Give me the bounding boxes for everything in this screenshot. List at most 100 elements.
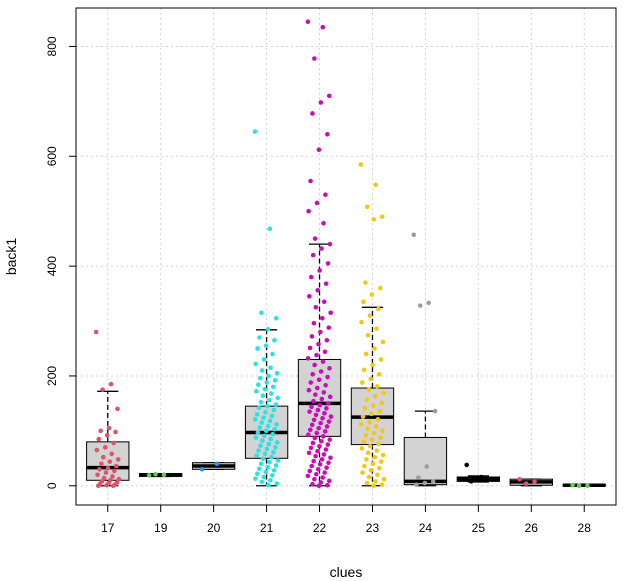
data-point-21 bbox=[267, 459, 272, 465]
data-point-22 bbox=[318, 420, 323, 426]
data-point-23 bbox=[362, 406, 368, 411]
data-point-22 bbox=[307, 427, 313, 433]
data-point-23 bbox=[367, 313, 373, 318]
data-point-17 bbox=[96, 436, 102, 442]
data-point-22 bbox=[322, 410, 327, 416]
data-point-23 bbox=[364, 397, 370, 402]
data-point-21 bbox=[259, 479, 265, 485]
data-point-22 bbox=[321, 452, 327, 457]
data-point-23 bbox=[365, 450, 371, 456]
data-point-21 bbox=[266, 441, 272, 447]
data-point-22 bbox=[325, 401, 331, 406]
data-point-17 bbox=[111, 440, 116, 446]
data-point-22 bbox=[323, 447, 329, 452]
data-point-23 bbox=[380, 452, 386, 458]
data-point-22 bbox=[307, 468, 313, 474]
data-point-23 bbox=[371, 430, 377, 436]
data-point-23 bbox=[365, 204, 370, 210]
data-point-23 bbox=[378, 435, 383, 440]
data-point-20 bbox=[214, 461, 220, 467]
data-point-22 bbox=[311, 398, 316, 404]
data-point-21 bbox=[271, 449, 276, 455]
data-point-23 bbox=[380, 428, 385, 434]
data-point-23 bbox=[366, 387, 372, 392]
data-point-24 bbox=[430, 479, 436, 484]
data-point-23 bbox=[376, 306, 381, 312]
data-point-22 bbox=[327, 241, 333, 247]
data-point-17 bbox=[99, 461, 104, 467]
data-point-19 bbox=[153, 471, 158, 477]
data-point-22 bbox=[314, 352, 319, 358]
data-point-22 bbox=[326, 460, 331, 466]
data-point-23 bbox=[372, 346, 377, 351]
data-point-26 bbox=[517, 476, 522, 482]
data-point-23 bbox=[373, 424, 379, 429]
data-point-22 bbox=[308, 380, 314, 385]
data-point-21 bbox=[258, 400, 264, 405]
data-point-21 bbox=[275, 395, 281, 401]
x-tick-label: 19 bbox=[154, 521, 168, 535]
data-point-24 bbox=[424, 464, 430, 469]
data-point-23 bbox=[366, 474, 372, 480]
data-point-22 bbox=[328, 310, 333, 316]
data-point-23 bbox=[363, 280, 368, 285]
data-point-23 bbox=[377, 285, 383, 291]
data-point-21 bbox=[262, 386, 268, 392]
x-tick-label: 20 bbox=[207, 521, 221, 535]
data-point-22 bbox=[314, 430, 320, 436]
data-point-21 bbox=[267, 418, 273, 424]
data-point-22 bbox=[314, 200, 320, 206]
y-tick-label: 800 bbox=[45, 36, 59, 56]
data-point-23 bbox=[373, 182, 379, 188]
data-point-17 bbox=[100, 387, 105, 392]
data-point-21 bbox=[259, 420, 264, 425]
data-point-25 bbox=[464, 462, 470, 468]
data-point-21 bbox=[271, 468, 277, 473]
data-point-22 bbox=[325, 482, 330, 488]
data-point-22 bbox=[306, 432, 311, 438]
data-point-23 bbox=[369, 437, 375, 442]
data-point-21 bbox=[259, 368, 265, 373]
data-point-23 bbox=[371, 483, 376, 489]
data-point-21 bbox=[270, 384, 276, 390]
data-point-23 bbox=[360, 470, 365, 475]
data-point-21 bbox=[274, 315, 279, 321]
data-point-19 bbox=[161, 472, 167, 478]
data-point-21 bbox=[273, 445, 278, 450]
data-point-21 bbox=[259, 310, 264, 316]
data-point-17 bbox=[113, 429, 118, 435]
data-point-21 bbox=[265, 326, 271, 332]
data-point-22 bbox=[316, 483, 322, 489]
data-point-22 bbox=[319, 396, 325, 402]
data-point-23 bbox=[365, 426, 370, 431]
data-point-21 bbox=[272, 426, 277, 432]
data-point-22 bbox=[319, 315, 325, 321]
data-point-22 bbox=[321, 299, 327, 305]
data-point-21 bbox=[252, 129, 258, 134]
data-point-21 bbox=[270, 351, 275, 357]
data-point-21 bbox=[274, 440, 280, 445]
data-point-22 bbox=[319, 438, 324, 444]
data-point-22 bbox=[319, 457, 325, 462]
data-point-21 bbox=[269, 454, 274, 460]
data-point-22 bbox=[322, 429, 328, 434]
data-point-23 bbox=[371, 403, 376, 408]
data-point-22 bbox=[313, 304, 319, 310]
data-point-22 bbox=[308, 274, 314, 280]
data-point-22 bbox=[325, 374, 330, 380]
y-tick-label: 0 bbox=[45, 482, 59, 489]
data-point-23 bbox=[375, 417, 381, 422]
data-point-26 bbox=[532, 479, 537, 484]
data-point-22 bbox=[312, 362, 317, 368]
data-point-21 bbox=[263, 409, 268, 415]
data-point-23 bbox=[364, 457, 369, 462]
x-tick-label: 25 bbox=[472, 521, 486, 535]
data-point-23 bbox=[367, 419, 372, 425]
data-point-22 bbox=[324, 465, 329, 470]
data-point-23 bbox=[369, 411, 374, 417]
data-point-22 bbox=[322, 470, 327, 475]
data-point-23 bbox=[358, 162, 364, 167]
data-point-19 bbox=[146, 473, 152, 478]
data-point-22 bbox=[311, 417, 317, 423]
data-point-21 bbox=[261, 357, 267, 362]
